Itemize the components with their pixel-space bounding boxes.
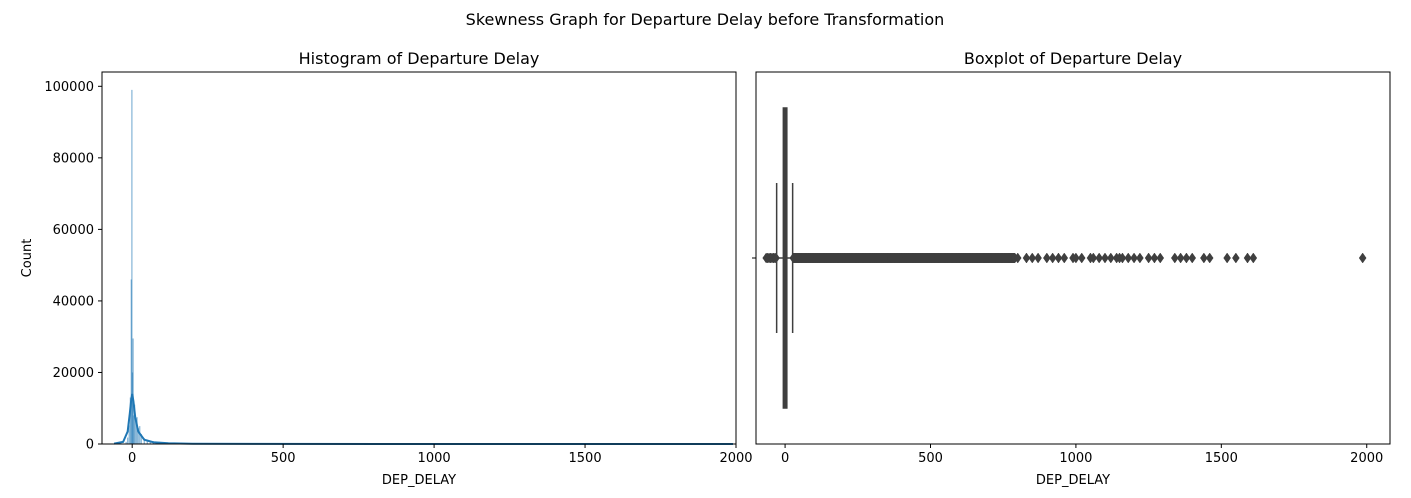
- histogram-x-tick-label: 1000: [418, 451, 451, 466]
- histogram-axes-frame: [101, 71, 737, 445]
- outlier-marker: [1170, 252, 1179, 264]
- histogram-bar: [140, 433, 142, 444]
- outlier-marker: [1156, 252, 1165, 264]
- histogram-x-axis-label: DEP_DELAY: [382, 473, 456, 488]
- histogram-y-tick-label: 0: [86, 438, 94, 453]
- histogram-y-axis-label: Count: [20, 239, 35, 278]
- histogram-bar: [128, 425, 130, 444]
- kde-line: [113, 393, 733, 445]
- histogram-bar: [131, 372, 134, 444]
- histogram-y-ticks: 0 20000 40000 60000 80000 100000: [44, 80, 102, 453]
- boxplot-outliers: [762, 252, 1367, 264]
- outlier-marker: [1043, 252, 1051, 264]
- boxplot-box: [775, 107, 794, 409]
- histogram-y-tick-label: 60000: [53, 223, 94, 238]
- outlier-marker: [1118, 252, 1127, 264]
- boxplot-x-axis-label: DEP_DELAY: [1036, 473, 1110, 488]
- histogram-y-tick-label: 40000: [53, 294, 94, 309]
- outlier-marker: [1232, 252, 1240, 264]
- outlier-marker: [1205, 252, 1214, 264]
- outlier-marker: [1095, 252, 1103, 264]
- histogram-panel: Histogram of Departure Delay 0 500 1000 150…: [20, 49, 753, 488]
- histogram-bar: [131, 89, 133, 444]
- boxplot-x-ticks: 0 500 1000 1500 2000: [781, 444, 1383, 466]
- outlier-marker: [1034, 252, 1042, 264]
- histogram-y-tick-label: 20000: [53, 366, 94, 381]
- histogram-bar: [133, 415, 135, 444]
- histogram-bar: [135, 420, 137, 444]
- outlier-marker: [1124, 252, 1133, 264]
- outlier-marker: [1358, 252, 1367, 264]
- outlier-marker: [1060, 252, 1069, 264]
- histogram-bar: [134, 404, 136, 444]
- outlier-marker: [1144, 252, 1153, 264]
- histogram-x-tick-label: 0: [128, 451, 136, 466]
- outlier-marker: [1243, 252, 1252, 264]
- outlier-marker: [1136, 252, 1144, 264]
- histogram-y-tick-label: 80000: [53, 151, 94, 166]
- histogram-x-tick-label: 1500: [569, 451, 602, 466]
- outlier-marker: [1130, 252, 1138, 264]
- histogram-x-tick-label: 500: [271, 451, 296, 466]
- outlier-marker: [1101, 252, 1109, 264]
- outlier-marker: [1048, 252, 1057, 264]
- histogram-bar: [130, 279, 132, 444]
- histogram-x-tick-label: 2000: [719, 451, 752, 466]
- histogram-title: Histogram of Departure Delay: [299, 49, 540, 68]
- boxplot-x-tick-label: 1500: [1205, 451, 1238, 466]
- outlier-marker: [1176, 252, 1185, 264]
- outlier-marker: [1200, 252, 1208, 264]
- histogram-x-ticks: 0 500 1000 1500 2000: [128, 444, 753, 466]
- boxplot-x-tick-label: 1000: [1059, 451, 1092, 466]
- histogram-bars: [125, 89, 375, 444]
- figure-suptitle: Skewness Graph for Departure Delay befor…: [466, 10, 945, 29]
- histogram-bar: [132, 338, 134, 444]
- outlier-marker: [1054, 252, 1063, 264]
- histogram-bar: [146, 439, 148, 444]
- outlier-marker: [1107, 252, 1115, 264]
- histogram-y-tick-label: 100000: [44, 80, 94, 95]
- outlier-marker: [1013, 252, 1022, 264]
- boxplot-panel: Boxplot of Departure Delay 0 500 1000 1500 2…: [752, 49, 1391, 488]
- histogram-bar: [129, 397, 131, 444]
- outlier-marker: [1077, 252, 1086, 264]
- outlier-marker: [1150, 252, 1159, 264]
- outlier-marker: [1089, 252, 1098, 264]
- outlier-marker: [1188, 252, 1197, 264]
- outlier-marker: [1028, 252, 1037, 264]
- histogram-bar: [137, 427, 139, 444]
- boxplot-x-tick-label: 0: [781, 451, 789, 466]
- histogram-bar: [127, 437, 129, 444]
- outlier-marker: [1223, 252, 1231, 264]
- histogram-bar: [125, 441, 127, 444]
- boxplot-title: Boxplot of Departure Delay: [964, 49, 1182, 68]
- boxplot-x-tick-label: 500: [918, 451, 943, 466]
- outlier-marker: [1249, 252, 1258, 264]
- outlier-marker: [1182, 252, 1191, 264]
- histogram-bar: [143, 438, 145, 444]
- outlier-marker: [1072, 252, 1080, 264]
- boxplot-x-tick-label: 2000: [1350, 451, 1383, 466]
- outlier-marker: [1022, 252, 1031, 264]
